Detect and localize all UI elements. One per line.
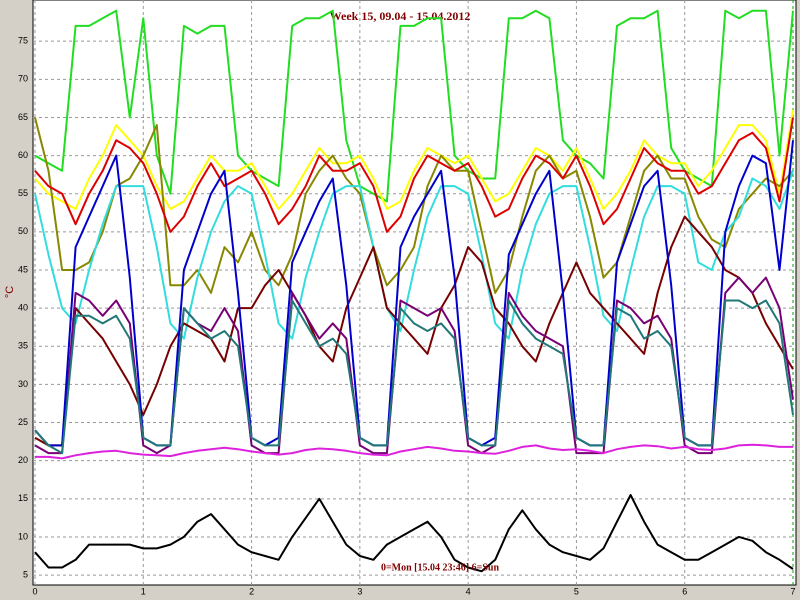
series-line: [34, 494, 794, 573]
series-line: [34, 117, 794, 233]
x-tick-label: 2: [249, 586, 254, 596]
x-tick-label: 7: [790, 586, 795, 596]
y-tick-label: 15: [18, 493, 28, 503]
series-line: [34, 117, 794, 294]
x-tick-label: 4: [466, 586, 471, 596]
y-tick-label: 35: [18, 341, 28, 351]
x-tick-label: 3: [357, 586, 362, 596]
x-tick-label: 6: [682, 586, 687, 596]
y-axis-label: °C: [4, 286, 16, 298]
series-line: [34, 170, 794, 340]
y-tick-label: 50: [18, 226, 28, 236]
y-tick-label: 20: [18, 455, 28, 465]
annotation: 0=Mon [15.04 23:46] 6=Sun: [381, 562, 500, 573]
y-tick-label: 40: [18, 303, 28, 313]
chart-title: Week 15, 09.04 - 15.04.2012: [330, 9, 471, 23]
x-tick-label: 5: [574, 586, 579, 596]
y-tick-label: 25: [18, 417, 28, 427]
plot-area: [32, 0, 797, 586]
y-tick-label: 5: [23, 569, 28, 579]
x-tick-label: 1: [141, 586, 146, 596]
x-tick-label: 0: [32, 586, 37, 596]
y-tick-label: 45: [18, 264, 28, 274]
y-tick-label: 60: [18, 150, 28, 160]
y-tick-label: 10: [18, 531, 28, 541]
y-tick-label: 70: [18, 74, 28, 84]
series-line: [34, 215, 794, 447]
y-tick-label: 75: [18, 36, 28, 46]
series-line: [34, 276, 794, 455]
y-tick-label: 55: [18, 188, 28, 198]
y-tick-label: 30: [18, 379, 28, 389]
series-line: [34, 109, 794, 210]
series-line: [34, 299, 794, 455]
y-tick-label: 65: [18, 112, 28, 122]
series-line: [35, 443, 793, 460]
